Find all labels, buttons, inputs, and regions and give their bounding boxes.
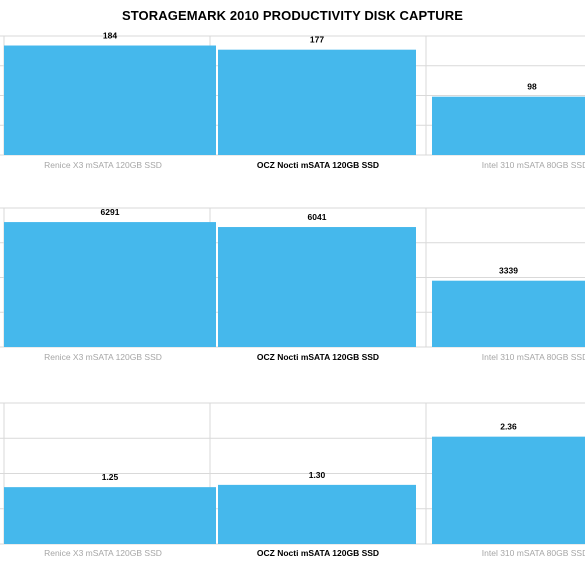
value-label: 2.36 — [500, 422, 517, 432]
category-label: Renice X3 mSATA 120GB SSD — [44, 352, 162, 362]
bar — [4, 45, 216, 155]
category-label: Intel 310 mSATA 80GB SSD — [482, 160, 585, 170]
value-label: 1.25 — [102, 472, 119, 482]
value-label: 184 — [103, 31, 117, 41]
category-label: OCZ Nocti mSATA 120GB SSD — [257, 548, 379, 558]
category-label: Renice X3 mSATA 120GB SSD — [44, 160, 162, 170]
bar — [432, 280, 585, 347]
chart-panel-3: 1.25 Renice X3 mSATA 120GB SSD 1.30 OCZ Noc… — [0, 402, 585, 558]
value-label: 3339 — [499, 266, 518, 276]
category-label: OCZ Nocti mSATA 120GB SSD — [257, 160, 379, 170]
value-label: 6041 — [308, 212, 327, 222]
bar — [4, 222, 216, 347]
chart-panel-2: 6291 Renice X3 mSATA 120GB SSD 6041 OCZ Noc… — [0, 207, 585, 362]
chart-panel-1: 184 Renice X3 mSATA 120GB SSD 177 OCZ Nocti… — [0, 31, 585, 170]
value-label: 177 — [310, 35, 324, 45]
category-label: Intel 310 mSATA 80GB SSD — [482, 548, 585, 558]
category-label: Intel 310 mSATA 80GB SSD — [482, 352, 585, 362]
value-label: 98 — [527, 82, 537, 92]
bar — [432, 96, 585, 155]
category-label: Renice X3 mSATA 120GB SSD — [44, 548, 162, 558]
bar — [218, 484, 416, 544]
value-label: 1.30 — [309, 470, 326, 480]
bar — [218, 227, 416, 347]
bar — [432, 436, 585, 544]
category-label: OCZ Nocti mSATA 120GB SSD — [257, 352, 379, 362]
bar — [4, 487, 216, 544]
value-label: 6291 — [101, 207, 120, 217]
chart-title: STORAGEMARK 2010 PRODUCTIVITY DISK CAPTU… — [121, 8, 464, 23]
bar — [218, 49, 416, 155]
